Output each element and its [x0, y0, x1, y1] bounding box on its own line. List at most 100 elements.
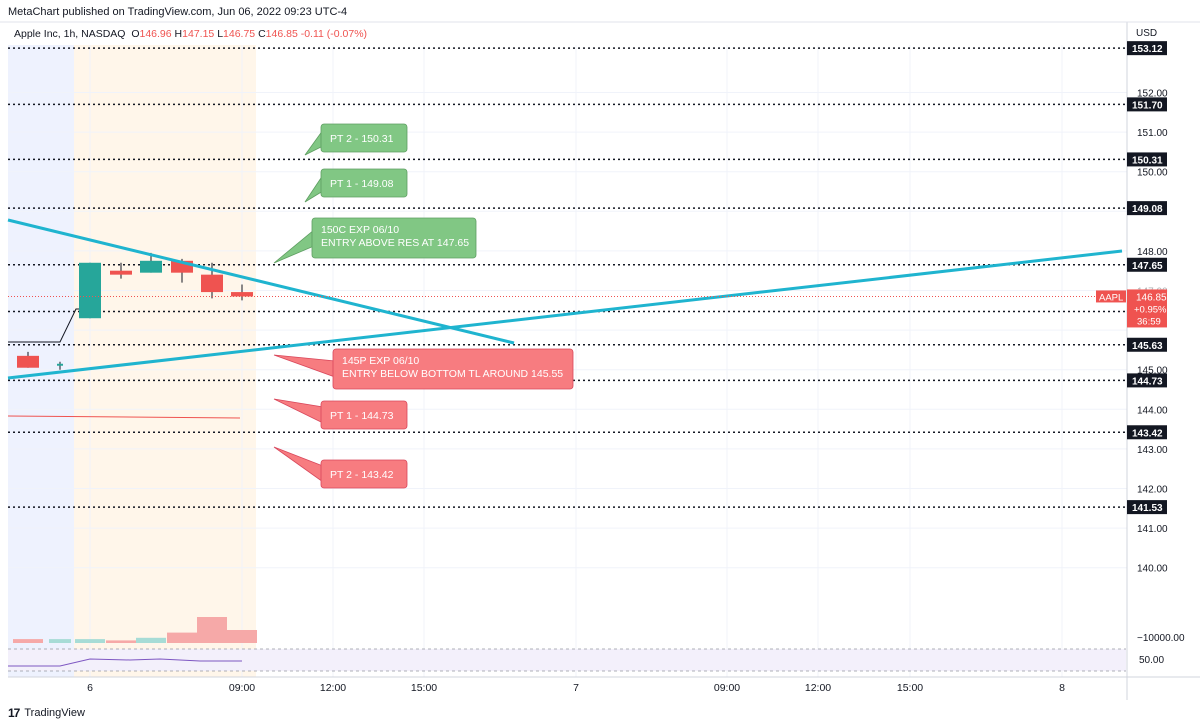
- price-tick-145.00: 145.00: [1137, 366, 1168, 377]
- price-tick-152.00: 152.00: [1137, 89, 1168, 100]
- candles: [17, 252, 253, 370]
- time-tick-1: 09:00: [229, 682, 255, 694]
- level-badge-150.31: 150.31: [1127, 152, 1167, 167]
- svg-text:143.42: 143.42: [1132, 428, 1163, 439]
- callout-green-0[interactable]: PT 2 - 150.31: [304, 123, 408, 156]
- change-value: -0.11 (-0.07%): [300, 28, 368, 40]
- callout-red-4[interactable]: PT 1 - 144.73: [273, 398, 408, 430]
- price-tick-141.00: 141.00: [1137, 524, 1168, 535]
- callout-pointer: [304, 173, 324, 203]
- time-tick-2: 12:00: [320, 682, 346, 694]
- callout-pointer: [273, 446, 324, 483]
- level-badge-145.63: 145.63: [1127, 337, 1167, 352]
- level-badge-144.73: 144.73: [1127, 373, 1167, 388]
- callout-box: [311, 217, 477, 259]
- time-tick-3: 15:00: [411, 682, 437, 694]
- callout-text: 145P EXP 06/10: [342, 355, 419, 367]
- ascending-trendline[interactable]: [7, 249, 1123, 380]
- level-badge-153.12: 153.12: [1127, 41, 1167, 56]
- level-badge-149.08: 149.08: [1127, 201, 1167, 216]
- price-tick-142.00: 142.00: [1137, 485, 1168, 496]
- volume-bar-1: [49, 639, 71, 643]
- callout-text: 150C EXP 06/10: [321, 224, 399, 236]
- time-axis[interactable]: 6 09:00 12:00 15:00 7 09:00 12:00 15:00 8: [87, 682, 1065, 694]
- svg-text:153.12: 153.12: [1132, 44, 1163, 55]
- annotations[interactable]: PT 2 - 150.31 PT 1 - 149.08 150C EXP 06/10…: [273, 123, 574, 489]
- callout-green-1[interactable]: PT 1 - 149.08: [304, 168, 408, 203]
- time-tick-0: 6: [87, 682, 93, 694]
- callout-pointer: [273, 354, 336, 378]
- descending-trendline[interactable]: [7, 218, 515, 345]
- level-badge-147.65: 147.65: [1127, 257, 1167, 272]
- candle-body-5: [171, 260, 193, 273]
- candle-body-0: [17, 355, 39, 368]
- open-label: O: [131, 28, 140, 40]
- price-tick-143.00: 143.00: [1137, 445, 1168, 456]
- callout-pointer: [273, 398, 324, 424]
- oscillator-line: [8, 658, 242, 667]
- volume-bar-4: [136, 637, 166, 643]
- volume-bar-7: [227, 630, 257, 643]
- candle-body-4: [140, 260, 162, 273]
- volume-bar-5: [167, 632, 197, 643]
- last-price-change: +0.95%: [1134, 304, 1167, 315]
- candle-body-7: [231, 292, 253, 297]
- volume-bar-0: [13, 639, 43, 643]
- candle-body-6: [201, 274, 223, 293]
- svg-text:144.73: 144.73: [1132, 376, 1163, 387]
- svg-text:149.08: 149.08: [1132, 204, 1163, 215]
- callout-box: [320, 123, 408, 153]
- tradingview-logo-icon[interactable]: 17: [8, 706, 20, 720]
- level-badge-151.70: 151.70: [1127, 97, 1167, 112]
- oscillator-pane-bg: [8, 649, 1126, 671]
- svg-text:145.63: 145.63: [1132, 341, 1163, 352]
- volume-pane: −10000.00: [13, 617, 1185, 644]
- callout-text: PT 1 - 149.08: [330, 178, 394, 190]
- volume-bar-2: [75, 639, 105, 643]
- close-label: C: [258, 28, 266, 40]
- candle-body-1: [57, 363, 63, 366]
- high-label: H: [174, 28, 183, 40]
- callout-box: [320, 459, 408, 489]
- price-tick-148.00: 148.00: [1137, 247, 1168, 258]
- callout-box: [332, 348, 574, 390]
- low-label: L: [217, 28, 224, 40]
- level-badge-143.42: 143.42: [1127, 425, 1167, 440]
- callout-pointer: [304, 128, 324, 156]
- symbol-badge-text: AAPL: [1099, 292, 1123, 303]
- price-tick-144.00: 144.00: [1137, 405, 1168, 416]
- callout-text: ENTRY ABOVE RES AT 147.65: [321, 237, 469, 249]
- low-value: 146.75: [223, 28, 256, 40]
- time-tick-5: 09:00: [714, 682, 740, 694]
- open-value: 146.96: [139, 28, 172, 40]
- candle-body-2: [79, 262, 101, 319]
- time-tick-4: 7: [573, 682, 579, 694]
- last-price-countdown: 36:59: [1137, 316, 1161, 327]
- callout-box: [320, 400, 408, 430]
- publisher-line: MetaChart published on TradingView.com, …: [8, 6, 348, 18]
- callout-text: PT 1 - 144.73: [330, 410, 394, 422]
- price-tick-140.00: 140.00: [1137, 564, 1168, 575]
- svg-text:151.70: 151.70: [1132, 100, 1163, 111]
- callout-text: ENTRY BELOW BOTTOM TL AROUND 145.55: [342, 368, 563, 380]
- symbol-legend: Apple Inc, 1h, NASDAQ O146.96 H147.15 L1…: [14, 28, 367, 40]
- oscillator-axis-label: 50.00: [1139, 655, 1164, 666]
- svg-text:141.53: 141.53: [1132, 503, 1163, 514]
- last-price-badge: AAPL 146.85+0.95%36:59: [1096, 289, 1167, 328]
- callout-box: [320, 168, 408, 198]
- svg-text:150.31: 150.31: [1132, 155, 1163, 166]
- svg-text:147.65: 147.65: [1132, 261, 1163, 272]
- high-value: 147.15: [182, 28, 215, 40]
- currency-label[interactable]: USD: [1136, 28, 1158, 39]
- volume-bar-3: [106, 640, 136, 643]
- last-price-box: [1127, 289, 1167, 328]
- callout-red-5[interactable]: PT 2 - 143.42: [273, 446, 408, 489]
- level-badge-141.53: 141.53: [1127, 500, 1167, 515]
- callout-pointer: [273, 229, 315, 264]
- symbol-name[interactable]: Apple Inc, 1h, NASDAQ: [14, 28, 126, 40]
- footer-brand[interactable]: TradingView: [24, 707, 85, 719]
- time-tick-6: 12:00: [805, 682, 831, 694]
